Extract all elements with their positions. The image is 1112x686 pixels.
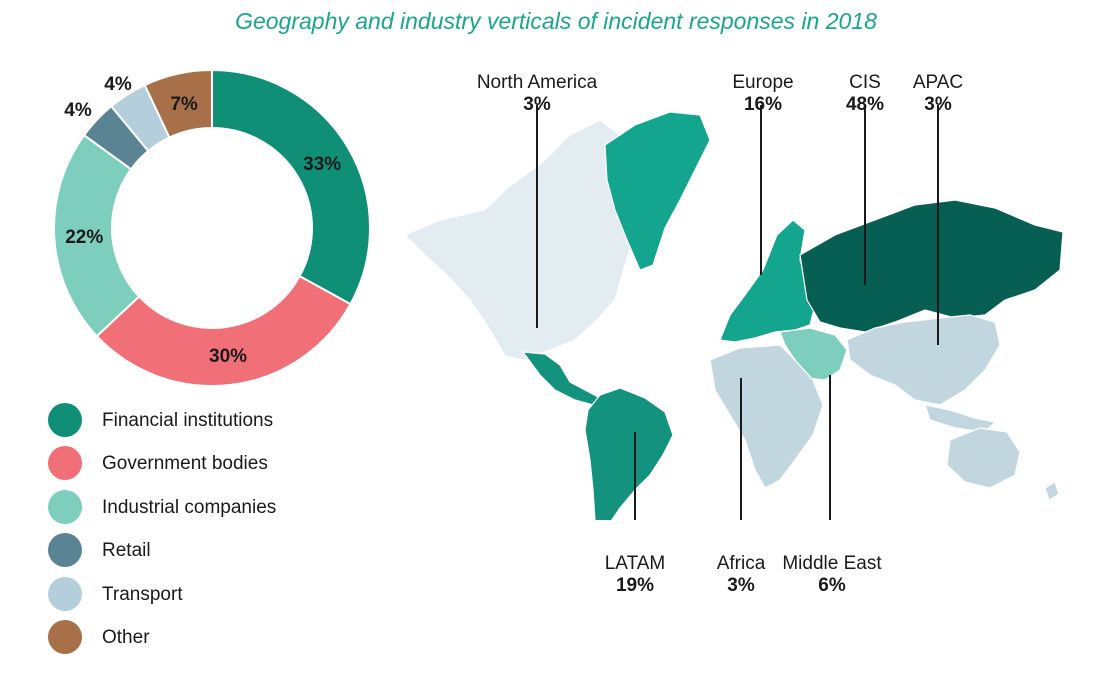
region-label-cis: CIS 48%	[830, 72, 900, 116]
legend-swatch-industrial-companies	[48, 490, 82, 524]
region-label-africa: Africa 3%	[706, 553, 776, 597]
donut-slice-government-bodies	[95, 274, 352, 387]
legend-swatch-financial-institutions	[48, 403, 82, 437]
region-new-zealand	[1044, 481, 1060, 501]
legend-item-retail: Retail	[48, 533, 368, 569]
donut-label-industrial-companies: 22%	[65, 227, 103, 248]
region-central-america	[521, 351, 601, 406]
region-cis	[799, 199, 1064, 333]
region-name-north-america: North America	[476, 72, 598, 93]
donut-label-financial-institutions: 33%	[303, 154, 341, 175]
region-europe	[719, 219, 816, 343]
region-south-america	[584, 387, 674, 520]
legend-item-transport: Transport	[48, 577, 368, 613]
world-map	[403, 105, 1064, 520]
donut-label-transport: 4%	[104, 74, 132, 95]
legend-swatch-government-bodies	[48, 446, 82, 480]
chart-title: Geography and industry verticals of inci…	[235, 8, 877, 34]
donut-label-government-bodies: 30%	[209, 346, 247, 367]
legend-item-government-bodies: Government bodies	[48, 446, 368, 482]
donut-label-retail: 4%	[64, 100, 92, 121]
region-label-apac: APAC 3%	[903, 72, 973, 116]
region-name-apac: APAC	[912, 72, 964, 93]
donut-label-other: 7%	[170, 94, 198, 115]
region-australia	[946, 427, 1021, 489]
legend-label-other: Other	[102, 627, 150, 648]
region-name-middle-east: Middle East	[782, 553, 882, 574]
legend-swatch-transport	[48, 577, 82, 611]
region-label-middle-east: Middle East 6%	[772, 553, 892, 597]
legend-swatch-retail	[48, 533, 82, 567]
region-label-latam: LATAM 19%	[595, 553, 675, 597]
legend-label-transport: Transport	[102, 584, 183, 605]
region-southeast-asia	[924, 404, 997, 433]
legend-item-industrial-companies: Industrial companies	[48, 490, 368, 526]
legend-label-industrial-companies: Industrial companies	[102, 497, 277, 518]
region-value-north-america: 3%	[523, 94, 551, 115]
region-label-europe: Europe 16%	[718, 72, 808, 116]
region-value-apac: 3%	[924, 94, 952, 115]
region-greenland	[604, 111, 711, 271]
donut-slice-financial-institutions	[211, 68, 371, 306]
legend-label-financial-institutions: Financial institutions	[102, 410, 274, 431]
region-middle-east	[779, 327, 848, 381]
region-name-europe: Europe	[732, 72, 794, 93]
legend-label-retail: Retail	[102, 540, 151, 561]
legend-item-financial-institutions: Financial institutions	[48, 403, 368, 439]
region-name-latam: LATAM	[604, 553, 666, 574]
legend-item-other: Other	[48, 620, 368, 656]
legend-label-government-bodies: Government bodies	[102, 453, 268, 474]
region-value-africa: 3%	[727, 575, 755, 596]
region-name-cis: CIS	[849, 72, 881, 93]
region-africa	[709, 344, 824, 489]
region-asia	[846, 314, 1001, 406]
legend-swatch-other	[48, 620, 82, 654]
region-value-cis: 48%	[845, 94, 885, 115]
region-label-north-america: North America 3%	[472, 72, 602, 116]
industry-donut-chart: 33% 30% 22% 4% 4% 7%	[53, 68, 371, 387]
donut-slice-other	[143, 68, 213, 139]
region-value-middle-east: 6%	[818, 575, 846, 596]
region-value-latam: 19%	[615, 575, 655, 596]
region-value-europe: 16%	[743, 94, 783, 115]
region-north-america	[403, 119, 651, 361]
region-name-africa: Africa	[716, 553, 766, 574]
